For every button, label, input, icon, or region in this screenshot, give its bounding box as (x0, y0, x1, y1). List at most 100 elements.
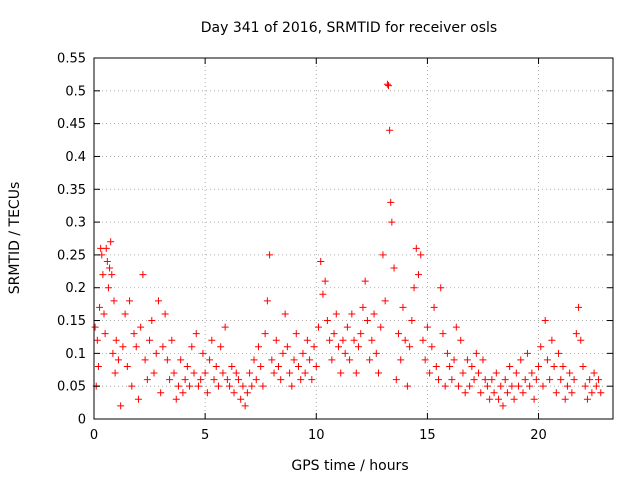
data-point (528, 369, 536, 377)
data-point (314, 323, 322, 331)
data-point (146, 336, 154, 344)
data-point (570, 376, 578, 384)
data-point (377, 323, 385, 331)
data-point (350, 336, 358, 344)
data-point (212, 362, 220, 370)
data-point (223, 376, 231, 384)
data-point (199, 349, 207, 357)
data-point (432, 362, 440, 370)
data-points (91, 80, 605, 410)
data-point (370, 310, 378, 318)
data-point (563, 382, 571, 390)
data-point (341, 349, 349, 357)
data-point (366, 356, 374, 364)
data-point (463, 356, 471, 364)
data-point (566, 369, 574, 377)
data-point (390, 264, 398, 272)
data-point (186, 382, 194, 390)
y-tick-labels: 0 0.05 0.1 0.15 0.2 0.25 0.3 0.35 0.4 0.45 0.5 0.55 (57, 52, 86, 428)
data-point (248, 382, 256, 390)
data-point (575, 303, 583, 311)
data-point (210, 376, 218, 384)
data-point (357, 330, 365, 338)
data-point (134, 395, 142, 403)
data-point (486, 395, 494, 403)
data-point (228, 362, 236, 370)
data-point (359, 303, 367, 311)
data-point (219, 369, 227, 377)
data-point (435, 376, 443, 384)
y-tick-label: 0.4 (65, 150, 86, 165)
data-point (294, 362, 302, 370)
data-point (319, 290, 327, 298)
data-point (188, 343, 196, 351)
data-point (523, 349, 531, 357)
data-point (430, 303, 438, 311)
data-point (555, 349, 563, 357)
data-point (334, 343, 342, 351)
data-point (292, 330, 300, 338)
data-point (152, 349, 160, 357)
data-point (163, 356, 171, 364)
data-point (154, 297, 162, 305)
data-point (492, 369, 500, 377)
data-point (512, 369, 520, 377)
data-point (508, 382, 516, 390)
data-point (346, 356, 354, 364)
data-point (150, 369, 158, 377)
data-point (159, 343, 167, 351)
data-point (306, 356, 314, 364)
data-point (183, 362, 191, 370)
data-point (385, 82, 393, 90)
data-point (257, 362, 265, 370)
data-point (108, 271, 116, 279)
data-point (452, 323, 460, 331)
data-point (455, 382, 463, 390)
data-point (466, 382, 474, 390)
data-point (332, 310, 340, 318)
data-point (592, 382, 600, 390)
data-point (406, 343, 414, 351)
data-point (117, 402, 125, 410)
data-point (568, 389, 576, 397)
x-axis-label: GPS time / hours (291, 458, 408, 474)
y-tick-label: 0.25 (57, 248, 86, 263)
data-point (201, 369, 209, 377)
data-point (328, 356, 336, 364)
data-point (588, 389, 596, 397)
data-point (559, 362, 567, 370)
data-point (426, 369, 434, 377)
data-point (208, 336, 216, 344)
data-point (174, 382, 182, 390)
data-point (417, 251, 425, 259)
data-point (446, 362, 454, 370)
data-point (259, 382, 267, 390)
data-point (181, 376, 189, 384)
data-point (123, 362, 131, 370)
data-point (110, 297, 118, 305)
data-point (437, 284, 445, 292)
data-point (266, 251, 274, 259)
data-point (192, 330, 200, 338)
data-point (539, 382, 547, 390)
data-point (277, 376, 285, 384)
data-point (303, 336, 311, 344)
data-point (168, 336, 176, 344)
data-point (272, 336, 280, 344)
data-point (530, 395, 538, 403)
data-point (197, 376, 205, 384)
y-tick-label: 0.15 (57, 314, 86, 329)
data-point (510, 395, 518, 403)
data-point (497, 382, 505, 390)
data-point (104, 284, 112, 292)
data-point (94, 362, 102, 370)
data-point (579, 362, 587, 370)
data-point (109, 349, 117, 357)
data-point (479, 356, 487, 364)
data-point (532, 376, 540, 384)
y-tick-label: 0.3 (65, 216, 86, 231)
data-point (387, 198, 395, 206)
data-point (114, 356, 122, 364)
data-point (286, 369, 294, 377)
data-point (301, 369, 309, 377)
